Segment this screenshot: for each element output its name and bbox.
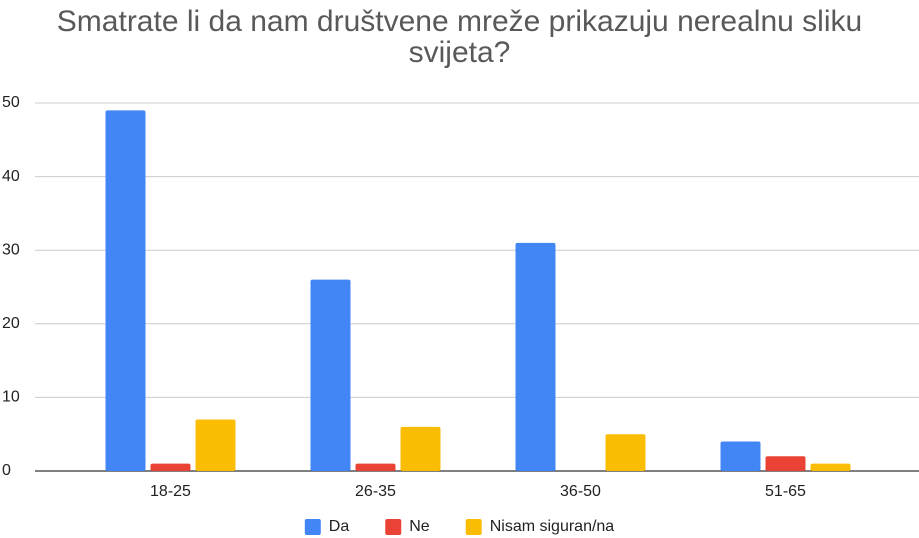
y-tick-label: 20 [2, 315, 20, 332]
legend-swatch [465, 519, 482, 535]
legend-swatch [385, 519, 402, 535]
y-tick-label: 40 [2, 168, 20, 185]
x-tick-label: 18-25 [150, 483, 191, 500]
bar [150, 463, 191, 471]
bar [400, 426, 441, 471]
legend-swatch [304, 519, 321, 535]
x-tick-label: 51-65 [765, 483, 806, 500]
bar [515, 242, 556, 471]
bar [195, 419, 236, 471]
bar [310, 279, 351, 471]
bar [605, 434, 646, 471]
legend-label: Ne [409, 518, 430, 535]
x-tick-label: 26-35 [355, 483, 396, 500]
y-tick-label: 50 [2, 94, 20, 111]
legend-label: Nisam siguran/na [490, 518, 615, 535]
legend-label: Da [329, 518, 350, 535]
y-tick-label: 30 [2, 241, 20, 258]
bar [105, 110, 146, 472]
bar [720, 441, 761, 471]
bar [355, 463, 396, 471]
y-tick-label: 0 [2, 462, 11, 479]
bar [810, 463, 851, 471]
chart-title: Smatrate li da nam društvene mreže prika… [56, 5, 863, 69]
bar [765, 456, 806, 471]
x-tick-label: 36-50 [560, 483, 601, 500]
y-tick-label: 10 [2, 389, 20, 406]
